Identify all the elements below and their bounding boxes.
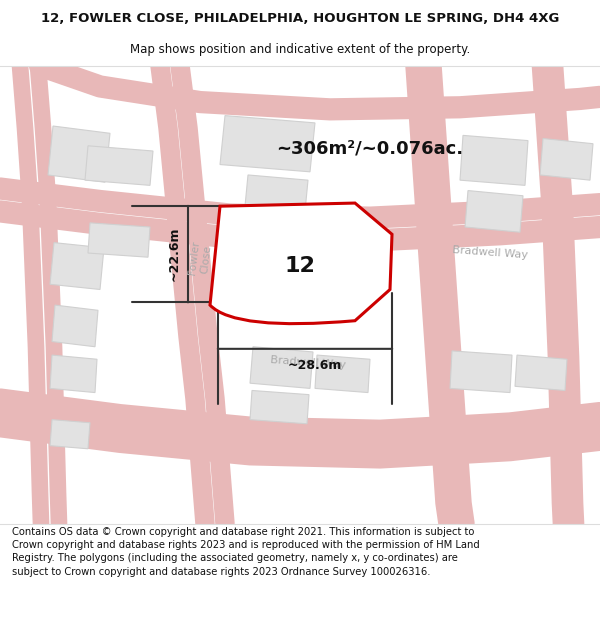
Text: Contains OS data © Crown copyright and database right 2021. This information is : Contains OS data © Crown copyright and d… <box>12 527 480 576</box>
Polygon shape <box>450 351 512 392</box>
Text: ~28.6m: ~28.6m <box>288 359 342 372</box>
Polygon shape <box>50 355 97 392</box>
Polygon shape <box>250 347 313 388</box>
Polygon shape <box>52 305 98 347</box>
PathPatch shape <box>210 203 392 324</box>
Text: Map shows position and indicative extent of the property.: Map shows position and indicative extent… <box>130 44 470 56</box>
Polygon shape <box>85 146 153 186</box>
Polygon shape <box>315 355 370 392</box>
Text: Bradwell Way: Bradwell Way <box>270 355 346 370</box>
Polygon shape <box>50 242 104 289</box>
Polygon shape <box>245 175 308 211</box>
Polygon shape <box>460 136 528 186</box>
Text: 12, FOWLER CLOSE, PHILADELPHIA, HOUGHTON LE SPRING, DH4 4XG: 12, FOWLER CLOSE, PHILADELPHIA, HOUGHTON… <box>41 12 559 25</box>
Polygon shape <box>50 419 90 449</box>
Polygon shape <box>48 126 110 182</box>
Polygon shape <box>88 223 150 258</box>
Text: Bradwell Way: Bradwell Way <box>452 246 528 261</box>
Text: Fowler
Close: Fowler Close <box>187 240 213 276</box>
Polygon shape <box>250 391 309 424</box>
Text: ~306m²/~0.076ac.: ~306m²/~0.076ac. <box>277 140 464 158</box>
Polygon shape <box>540 139 593 180</box>
Polygon shape <box>515 355 567 391</box>
Polygon shape <box>220 116 315 172</box>
Text: 12: 12 <box>284 256 316 276</box>
Polygon shape <box>465 191 523 232</box>
Text: ~22.6m: ~22.6m <box>167 227 181 281</box>
